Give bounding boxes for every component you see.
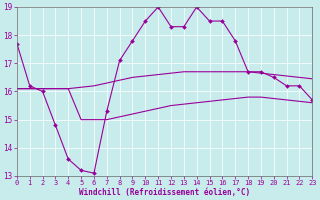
X-axis label: Windchill (Refroidissement éolien,°C): Windchill (Refroidissement éolien,°C) [79,188,250,197]
